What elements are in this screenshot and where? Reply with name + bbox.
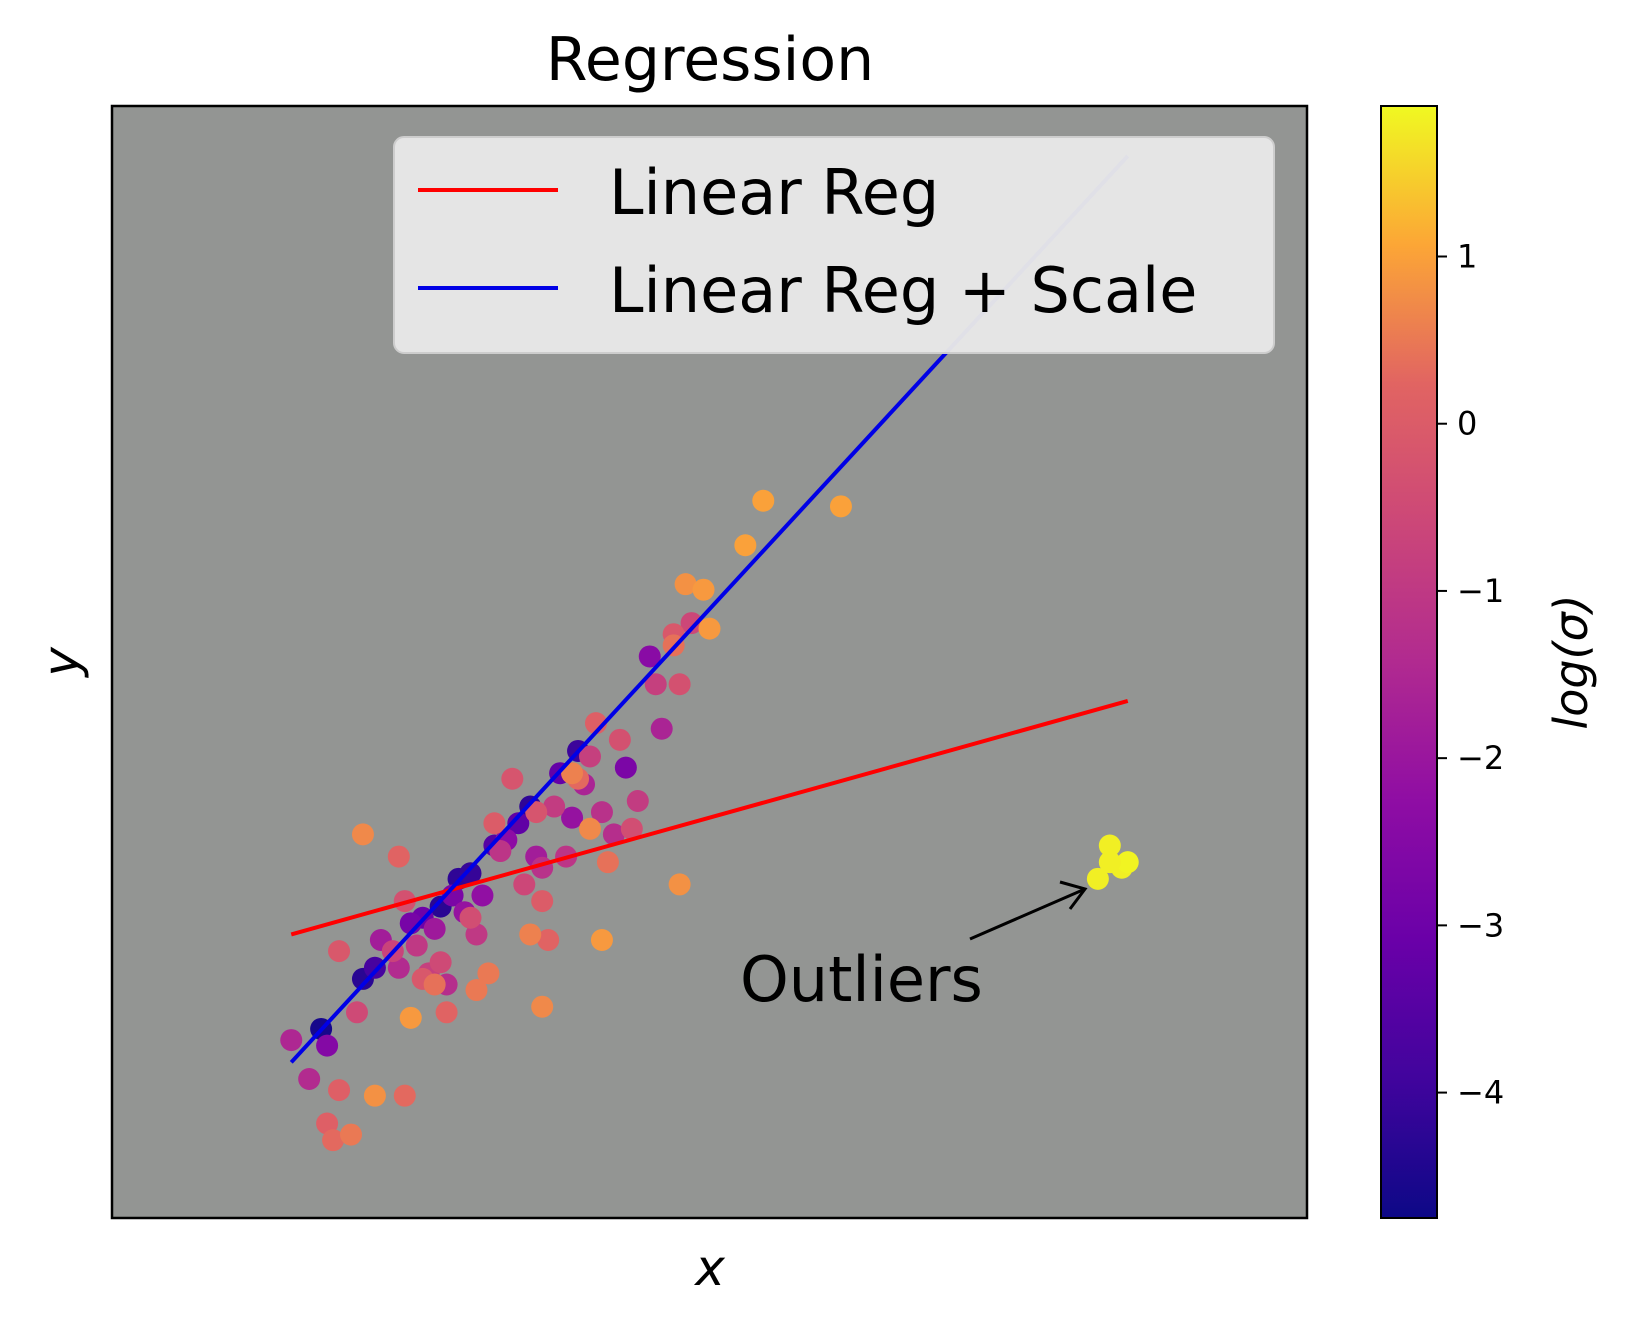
data-point: [280, 1029, 303, 1052]
annotation-arrow: [969, 887, 1086, 941]
data-point: [668, 873, 691, 896]
plot-frame: [110, 104, 1309, 1220]
data-point: [692, 578, 715, 601]
data-point: [328, 940, 351, 963]
data-point: [507, 812, 530, 835]
data-point: [608, 728, 631, 751]
data-point: [680, 612, 703, 635]
data-point: [423, 973, 446, 996]
data-point: [531, 890, 554, 913]
data-point: [489, 840, 512, 863]
colorbar-gradient: [1380, 105, 1438, 1219]
data-point: [626, 790, 649, 812]
data-point: [734, 534, 757, 557]
data-point: [340, 1123, 362, 1146]
colorbar-label: log(σ): [1544, 594, 1598, 729]
data-point: [1098, 851, 1121, 874]
data-point: [351, 823, 374, 846]
colorbar-tick-label: −2: [1457, 739, 1504, 777]
data-point: [328, 1079, 351, 1102]
colorbar-tick-label: 1: [1457, 237, 1477, 275]
colorbar-tick-label: −1: [1457, 572, 1504, 610]
data-point: [316, 1112, 339, 1135]
data-point: [596, 851, 619, 874]
data-point: [668, 673, 691, 696]
data-point: [399, 1006, 422, 1029]
data-point: [590, 929, 613, 951]
data-point: [531, 995, 554, 1018]
data-point: [561, 806, 584, 829]
data-point: [435, 1001, 458, 1024]
data-point: [387, 956, 410, 979]
data-point: [638, 645, 661, 668]
colorbar-ticks: 1 0 −1 −2 −3 −4: [1437, 237, 1504, 1112]
x-axis-label: x: [693, 1239, 725, 1297]
annotation-text: Outliers: [740, 943, 983, 1016]
data-point: [537, 929, 560, 951]
colorbar-tick-label: 0: [1457, 405, 1477, 443]
data-point: [1098, 834, 1121, 857]
data-point: [513, 873, 536, 896]
data-point: [405, 934, 428, 957]
data-point: [543, 795, 566, 818]
annotation-arrowhead: [1059, 880, 1088, 910]
data-point: [387, 845, 410, 868]
data-point: [465, 923, 488, 946]
data-point: [620, 817, 643, 840]
data-point: [519, 923, 542, 946]
data-point: [602, 823, 625, 846]
data-point: [483, 812, 506, 835]
data-point: [477, 962, 500, 985]
data-point: [345, 1001, 368, 1024]
colorbar: 1 0 −1 −2 −3 −4 log(σ): [1380, 105, 1598, 1219]
data-point: [561, 762, 584, 785]
data-point: [614, 756, 637, 779]
data-point: [525, 801, 548, 824]
data-point: [316, 1034, 339, 1057]
data-point: [459, 906, 482, 929]
chart-title: Regression: [546, 25, 874, 95]
legend-box: [393, 136, 1275, 354]
data-point: [501, 767, 524, 790]
legend-label-linear-reg: Linear Reg: [609, 156, 939, 229]
data-point: [429, 951, 452, 974]
outliers-annotation: Outliers: [740, 880, 1088, 1016]
y-axis-label: y: [32, 646, 90, 679]
data-point: [650, 717, 673, 740]
colorbar-tick-label: −3: [1457, 906, 1504, 944]
colorbar-tick-label: −4: [1457, 1074, 1504, 1112]
data-point: [465, 979, 488, 1002]
data-point: [423, 917, 446, 940]
legend-label-linear-reg-scale: Linear Reg + Scale: [609, 254, 1197, 327]
series-line-linear-reg: [290, 698, 1129, 937]
legend: Linear Reg Linear Reg + Scale: [393, 136, 1275, 354]
data-point: [363, 1084, 386, 1107]
data-point: [674, 573, 697, 596]
data-point: [1086, 867, 1109, 890]
data-point: [459, 862, 482, 885]
data-point: [363, 956, 386, 979]
data-point: [471, 884, 494, 907]
data-point: [644, 673, 667, 696]
data-point: [393, 1084, 416, 1107]
data-point: [590, 801, 613, 824]
data-point: [1116, 851, 1139, 874]
data-point: [698, 617, 721, 640]
data-point: [829, 495, 852, 518]
data-point: [322, 1129, 345, 1152]
data-point: [298, 1068, 321, 1090]
data-point: [579, 745, 601, 768]
data-point: [752, 489, 775, 512]
data-point: [579, 817, 601, 840]
